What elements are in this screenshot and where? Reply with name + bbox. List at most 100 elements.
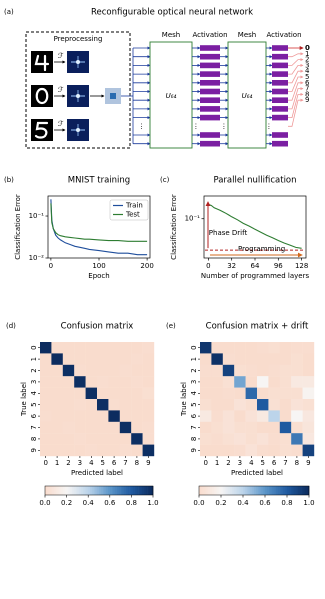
heatmap-cell xyxy=(108,433,120,445)
heatmap-cell xyxy=(223,445,235,457)
colorbar-segment xyxy=(225,486,227,495)
heatmap-cell xyxy=(51,410,63,422)
colorbar-segment xyxy=(122,486,124,495)
heatmap-cell xyxy=(234,410,246,422)
crop-inner xyxy=(110,93,116,99)
x-tick-label: 200 xyxy=(140,262,153,270)
heatmap-cell xyxy=(63,399,75,411)
output-arrow xyxy=(288,60,303,66)
colorbar-segment xyxy=(103,486,105,495)
heatmap-cell xyxy=(257,376,269,388)
heatmap-cell xyxy=(234,399,246,411)
heatmap-cell xyxy=(268,342,280,354)
activation-unit xyxy=(272,45,288,51)
colorbar-segment xyxy=(205,486,207,495)
heatmap-cell xyxy=(40,445,52,457)
annotation: Phase Drift xyxy=(209,229,248,237)
colorbar-segment xyxy=(139,486,141,495)
heatmap-cell xyxy=(86,433,98,445)
heatmap-cell xyxy=(74,433,86,445)
colorbar-segment xyxy=(305,486,307,495)
activation-unit xyxy=(272,80,288,86)
activation-unit xyxy=(200,45,220,51)
colorbar-segment xyxy=(95,486,97,495)
heatmap-cell xyxy=(97,365,109,377)
colorbar-segment xyxy=(291,486,293,495)
heatmap-cell xyxy=(280,422,292,434)
colorbar-segment xyxy=(252,486,254,495)
heatmap-cell xyxy=(74,399,86,411)
panel-label: (e) xyxy=(166,322,176,330)
heatmap-cell xyxy=(120,433,132,445)
activation-unit xyxy=(200,115,220,121)
colorbar-segment xyxy=(271,486,273,495)
heatmap-cell xyxy=(143,376,155,388)
heatmap-cell xyxy=(108,422,120,434)
colorbar-segment xyxy=(247,486,249,495)
colorbar-segment xyxy=(238,486,240,495)
heatmap-cell xyxy=(143,342,155,354)
y-tick-label: 3 xyxy=(190,380,198,384)
colorbar-segment xyxy=(228,486,230,495)
heatmap-cell xyxy=(97,433,109,445)
chart-title: Parallel nullification xyxy=(213,176,296,186)
colorbar-segment xyxy=(283,486,285,495)
heatmap-cell xyxy=(223,376,235,388)
heatmap-cell xyxy=(143,422,155,434)
colorbar-segment xyxy=(260,486,262,495)
heatmap-cell xyxy=(268,433,280,445)
activation-unit xyxy=(200,132,220,138)
output-label: 9 xyxy=(305,96,309,104)
colorbar-segment xyxy=(86,486,88,495)
heatmap-cell xyxy=(51,388,63,400)
heatmap-cell xyxy=(40,388,52,400)
heatmap-cell xyxy=(131,433,143,445)
colorbar-segment xyxy=(94,486,96,495)
colorbar-segment xyxy=(50,486,52,495)
colorbar-tick-label: 1.0 xyxy=(147,499,158,507)
heatmap-cell xyxy=(291,422,303,434)
x-tick-label: 0 xyxy=(49,262,53,270)
output-arrow xyxy=(288,65,303,74)
colorbar-segment xyxy=(214,486,216,495)
heatmap-cell xyxy=(246,388,258,400)
y-tick-label: 2 xyxy=(190,368,198,372)
colorbar-segment xyxy=(128,486,130,495)
colorbar-segment xyxy=(52,486,54,495)
heatmap-cell xyxy=(234,445,246,457)
heatmap-cell xyxy=(234,376,246,388)
heatmap-cell xyxy=(303,353,315,365)
heatmap-cell xyxy=(291,433,303,445)
colorbar-segment xyxy=(54,486,56,495)
y-tick-label: 7 xyxy=(190,425,198,429)
colorbar-tick-label: 0.4 xyxy=(237,499,249,507)
heatmap-cell xyxy=(51,433,63,445)
heatmap-cell xyxy=(143,433,155,445)
colorbar-segment xyxy=(241,486,243,495)
activation-unit xyxy=(272,89,288,95)
fft-center xyxy=(76,60,80,64)
heatmap-cell xyxy=(200,445,212,457)
heatmap-cell xyxy=(291,388,303,400)
x-tick-label: 8 xyxy=(295,459,299,467)
heatmap-cell xyxy=(303,433,315,445)
heatmap-cell xyxy=(211,399,223,411)
colorbar-segment xyxy=(274,486,276,495)
y-tick-label: 2 xyxy=(30,368,38,372)
y-tick-label: 10⁻² xyxy=(29,254,45,262)
heatmap-cell xyxy=(268,353,280,365)
heatmap-cell xyxy=(108,376,120,388)
colorbar-segment xyxy=(106,486,108,495)
x-tick-label: 6 xyxy=(272,459,277,467)
colorbar-segment xyxy=(101,486,103,495)
heatmap-cell xyxy=(246,399,258,411)
heatmap-cell xyxy=(211,410,223,422)
x-tick-label: 2 xyxy=(66,459,70,467)
heatmap-cell xyxy=(63,353,75,365)
heatmap-cell xyxy=(74,353,86,365)
x-tick-label: 5 xyxy=(100,459,104,467)
colorbar-segment xyxy=(296,486,298,495)
fft-image xyxy=(67,51,89,73)
heatmap-cell xyxy=(211,388,223,400)
colorbar-segment xyxy=(263,486,265,495)
